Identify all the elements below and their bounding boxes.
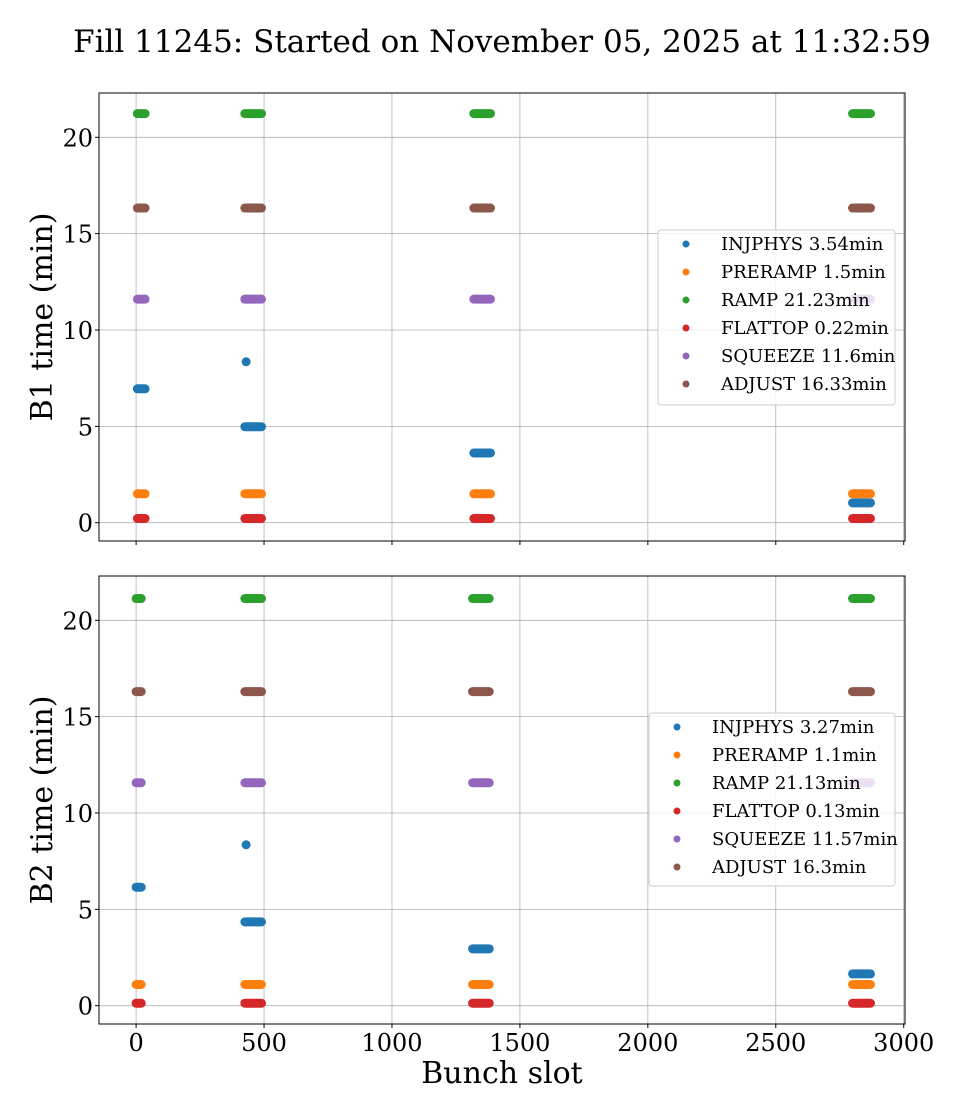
legend-label: PRERAMP 1.5min [721,262,886,283]
y-tick-label: 15 [62,221,93,249]
legend-label: SQUEEZE 11.57min [712,829,898,850]
x-axis-label: Bunch slot [421,1056,582,1091]
x-tick-label: 500 [241,1029,287,1057]
y-tick-label: 20 [62,607,93,635]
legend-marker [673,835,681,843]
legend-box [657,229,896,406]
panel-b1: 0 5 10 15 20 B1 time (min) INJPHYS 3.54min PRER… [25,92,906,545]
y-tick-label: 0 [78,510,93,538]
y-tick-label: 0 [78,993,93,1021]
x-tick-label: 1000 [361,1029,422,1057]
legend-label: SQUEEZE 11.6min [721,346,896,367]
legend-marker [682,352,690,360]
legend-label: INJPHYS 3.54min [721,234,884,255]
legend-label: PRERAMP 1.1min [712,745,877,766]
chart-title: Fill 11245: Started on November 05, 2025… [73,24,931,60]
legend-marker [682,296,690,304]
legend-marker [682,324,690,332]
x-tick-label: 2000 [617,1029,678,1057]
y-tick-label: 5 [78,413,93,441]
y-tick-label: 10 [62,317,93,345]
legend-box [648,712,896,887]
legend-label: FLATTOP 0.22min [721,318,889,339]
legend: INJPHYS 3.54min PRERAMP 1.5min RAMP 21.23m… [657,229,896,406]
legend-marker [682,380,690,388]
legend-label: RAMP 21.13min [712,773,861,794]
legend-label: RAMP 21.23min [721,290,870,311]
y-axis-label: B2 time (min) [25,696,60,905]
y-axis-label: B1 time (min) [25,213,60,422]
legend-marker [682,240,690,248]
axes-frame [98,575,906,1025]
legend-marker [673,863,681,871]
y-tick-label: 10 [62,800,93,828]
legend-label: ADJUST 16.3min [711,857,867,878]
x-tick-label: 3000 [873,1029,934,1057]
legend-label: ADJUST 16.33min [720,374,887,395]
legend-marker [682,268,690,276]
x-tick-label: 0 [128,1029,143,1057]
legend-marker [673,751,681,759]
legend: INJPHYS 3.27min PRERAMP 1.1min RAMP 21.13m… [648,712,898,887]
x-tick-label: 2500 [745,1029,806,1057]
panel-b2: 0 500 1000 1500 2000 2500 3000 0 5 10 15 20 B2 time … [25,575,934,1057]
y-tick-label: 20 [62,124,93,152]
legend-label: INJPHYS 3.27min [712,717,875,738]
x-tick-label: 1500 [489,1029,550,1057]
axes-frame [98,92,906,542]
y-tick-label: 5 [78,896,93,924]
legend-marker [673,779,681,787]
y-tick-label: 15 [62,704,93,732]
legend-marker [673,723,681,731]
legend-marker [673,807,681,815]
legend-label: FLATTOP 0.13min [712,801,880,822]
